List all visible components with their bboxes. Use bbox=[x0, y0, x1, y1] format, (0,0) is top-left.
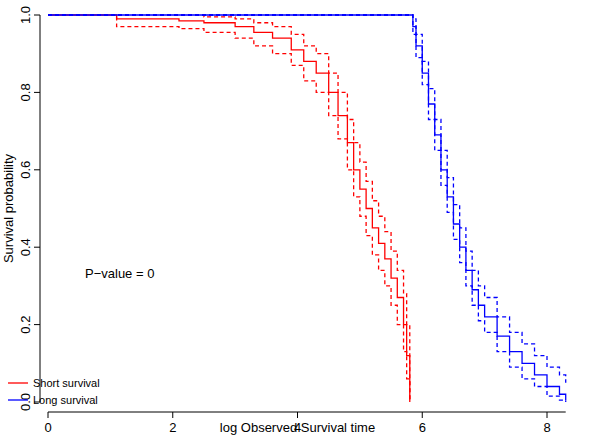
y-tick-label: 0.6 bbox=[18, 161, 33, 179]
survival-curve bbox=[48, 15, 410, 402]
x-tick bbox=[172, 412, 173, 418]
y-axis: 0.0 0.2 0.4 0.6 0.8 1.0 Survival probability bbox=[1, 6, 40, 411]
y-tick-label: 0.2 bbox=[18, 316, 33, 334]
x-tick-label: 6 bbox=[419, 420, 426, 435]
x-tick bbox=[547, 412, 548, 418]
x-tick-label: 0 bbox=[44, 420, 51, 435]
y-tick-label: 0.4 bbox=[18, 238, 33, 256]
x-tick-label: 8 bbox=[543, 420, 550, 435]
legend-swatch bbox=[8, 382, 28, 383]
x-axis-title: log Observed Survival time bbox=[220, 420, 375, 435]
ci-upper bbox=[48, 15, 566, 383]
x-axis-line bbox=[48, 412, 566, 413]
ci-lower bbox=[48, 15, 410, 402]
y-tick-label: 0.0 bbox=[18, 393, 33, 411]
x-tick bbox=[422, 412, 423, 418]
x-tick-label: 2 bbox=[169, 420, 176, 435]
chart: 02468log Observed Survival time0.00.20.4… bbox=[0, 0, 600, 436]
legend-label: Long survival bbox=[33, 394, 98, 406]
ci-upper bbox=[48, 15, 410, 402]
survival-curve bbox=[48, 15, 566, 400]
y-tick-label: 0.8 bbox=[18, 83, 33, 101]
y-tick bbox=[34, 15, 40, 16]
y-tick bbox=[34, 324, 40, 325]
legend-label: Short survival bbox=[33, 377, 100, 389]
y-axis-title: Survival probability bbox=[1, 153, 16, 263]
x-axis: 02468log Observed Survival time bbox=[44, 412, 565, 435]
y-tick bbox=[34, 247, 40, 248]
legend: Short survival Long survival bbox=[8, 377, 100, 406]
legend-swatch bbox=[8, 399, 28, 400]
annotation: P−value = 0 bbox=[85, 266, 154, 281]
y-axis-line bbox=[40, 15, 41, 402]
ci-lower bbox=[48, 15, 566, 402]
y-tick-label: 1.0 bbox=[18, 6, 33, 24]
y-tick bbox=[34, 169, 40, 170]
x-tick bbox=[48, 412, 49, 418]
y-tick bbox=[34, 92, 40, 93]
plot-area bbox=[48, 15, 566, 402]
x-tick bbox=[297, 412, 298, 418]
